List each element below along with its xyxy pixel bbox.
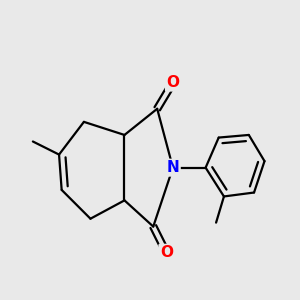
Text: N: N	[167, 160, 179, 175]
Text: O: O	[167, 75, 179, 90]
Text: O: O	[160, 245, 173, 260]
